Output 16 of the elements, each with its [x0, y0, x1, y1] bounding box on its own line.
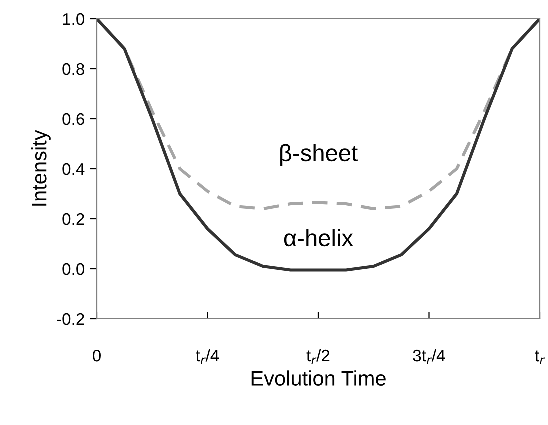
x-axis-title: Evolution Time [252, 370, 386, 386]
y-tick-label: 0.6 [62, 113, 84, 126]
y-tick-label: 0.8 [62, 63, 84, 76]
x-tick-label: 0 [93, 350, 101, 362]
x-tick-label: t$_{r}$/4 [196, 349, 220, 364]
x-tick-label: 3t$_{r}$/4 [413, 349, 446, 364]
x-tick-label: t$_{r}$/2 [306, 349, 330, 364]
y-axis-title: Intensity [32, 130, 51, 206]
y-tick-label: 1.0 [63, 13, 85, 26]
y-tick-label: 0.2 [62, 213, 84, 226]
series-label: β-sheet [280, 144, 358, 166]
y-tick-label: 0.0 [62, 263, 85, 276]
x-tick-label: t$_{r}$ [535, 350, 546, 364]
y-tick-label: -0.2 [57, 313, 84, 326]
y-tick-label: 0.4 [62, 163, 85, 176]
series-label: α-helix [284, 229, 354, 247]
